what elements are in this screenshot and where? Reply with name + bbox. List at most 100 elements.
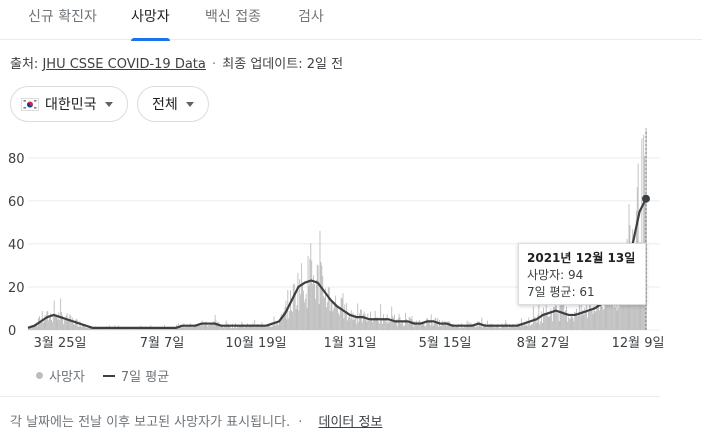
daily-bar <box>432 326 434 330</box>
scope-dropdown[interactable]: 전체 <box>137 86 209 122</box>
daily-bar <box>612 307 614 330</box>
daily-bar <box>279 319 280 330</box>
daily-bar <box>480 326 482 330</box>
daily-bar <box>452 323 454 330</box>
daily-bar <box>46 311 48 330</box>
daily-bar <box>245 325 246 330</box>
daily-bar <box>397 318 399 330</box>
daily-bar <box>276 321 278 330</box>
daily-bar <box>249 324 251 330</box>
daily-bar <box>191 327 193 330</box>
daily-bar <box>263 326 265 330</box>
daily-bar <box>126 328 128 330</box>
daily-bar <box>587 317 589 330</box>
daily-bar <box>142 328 144 330</box>
tab-deaths[interactable]: 사망자 <box>131 0 170 41</box>
tab-testing[interactable]: 검사 <box>298 9 324 25</box>
daily-bar <box>237 327 239 330</box>
region-label: 대한민국 <box>45 97 97 113</box>
x-tick-label: 1월 31일 <box>324 336 377 351</box>
daily-bar <box>552 321 554 330</box>
daily-bar <box>450 325 452 330</box>
daily-bar <box>218 322 220 330</box>
daily-bar <box>445 321 447 330</box>
daily-bar <box>315 280 317 330</box>
daily-bar <box>223 326 225 330</box>
daily-bar <box>527 326 529 330</box>
daily-bar <box>425 326 427 330</box>
daily-bar <box>475 326 477 330</box>
daily-bar <box>565 310 566 330</box>
daily-bar <box>347 320 349 330</box>
source-link[interactable]: JHU CSSE COVID-19 Data <box>42 57 206 72</box>
daily-bar <box>509 326 511 330</box>
daily-bar <box>555 305 557 330</box>
daily-bar <box>176 328 178 330</box>
daily-bar <box>269 327 271 330</box>
daily-bar <box>584 307 586 330</box>
y-tick-label: 20 <box>8 281 25 296</box>
daily-bar <box>534 317 536 330</box>
data-info-link[interactable]: 데이터 정보 <box>318 415 383 430</box>
daily-bar <box>307 255 309 330</box>
daily-bar <box>379 323 381 330</box>
daily-bar <box>166 328 168 330</box>
daily-bar <box>530 325 532 330</box>
daily-bar <box>201 320 203 330</box>
daily-bar <box>508 327 509 330</box>
daily-bar <box>133 328 135 330</box>
daily-bar <box>539 324 541 330</box>
daily-bar <box>359 313 360 330</box>
daily-bar <box>547 316 549 330</box>
daily-bar <box>292 284 294 330</box>
daily-bar <box>214 314 216 330</box>
daily-bar <box>217 321 219 330</box>
daily-bar <box>97 328 99 330</box>
daily-bar <box>378 321 380 330</box>
x-axis-ticks: 3월 25일 7월 7일 10월 19일 1월 31일 5월 15일 8월 27일 12월 … <box>34 336 665 351</box>
daily-bar <box>162 328 164 330</box>
daily-bar <box>549 316 551 330</box>
daily-bar <box>551 313 553 330</box>
tab-new-cases[interactable]: 신규 확진자 <box>28 9 97 25</box>
daily-bar <box>34 325 36 330</box>
daily-bar <box>500 327 502 330</box>
daily-bar <box>393 317 394 330</box>
daily-bar <box>494 327 496 330</box>
x-tick-label: 5월 15일 <box>419 336 472 351</box>
daily-bar <box>260 325 262 330</box>
daily-bar <box>175 328 177 330</box>
daily-bar <box>441 320 443 330</box>
daily-bar <box>256 324 257 330</box>
daily-bar <box>84 326 85 330</box>
daily-bar <box>388 320 390 330</box>
daily-bar <box>535 319 537 330</box>
daily-bar <box>578 291 580 330</box>
daily-bar <box>308 285 310 330</box>
daily-bar <box>62 324 64 330</box>
daily-bar <box>512 323 514 330</box>
daily-bar <box>194 326 196 330</box>
daily-bar <box>514 327 516 330</box>
daily-bar <box>439 319 440 330</box>
daily-bar <box>279 316 281 330</box>
source-prefix: 출처: <box>10 57 39 72</box>
daily-bar <box>374 310 376 330</box>
daily-bar <box>113 328 115 330</box>
daily-bar <box>524 322 526 330</box>
daily-bar <box>210 324 211 330</box>
daily-bar <box>361 322 363 330</box>
daily-bar <box>145 328 147 330</box>
daily-bar <box>583 314 585 330</box>
daily-bar <box>454 327 456 330</box>
tab-vaccination[interactable]: 백신 접종 <box>205 9 261 25</box>
region-dropdown[interactable]: 대한민국 <box>10 86 128 122</box>
daily-bar <box>184 327 186 330</box>
daily-bar <box>181 327 183 330</box>
daily-bar <box>611 288 613 330</box>
daily-bar <box>548 316 550 330</box>
daily-bar <box>297 272 299 330</box>
daily-bar <box>222 326 223 330</box>
daily-bar <box>360 309 362 330</box>
daily-bar <box>119 328 120 330</box>
